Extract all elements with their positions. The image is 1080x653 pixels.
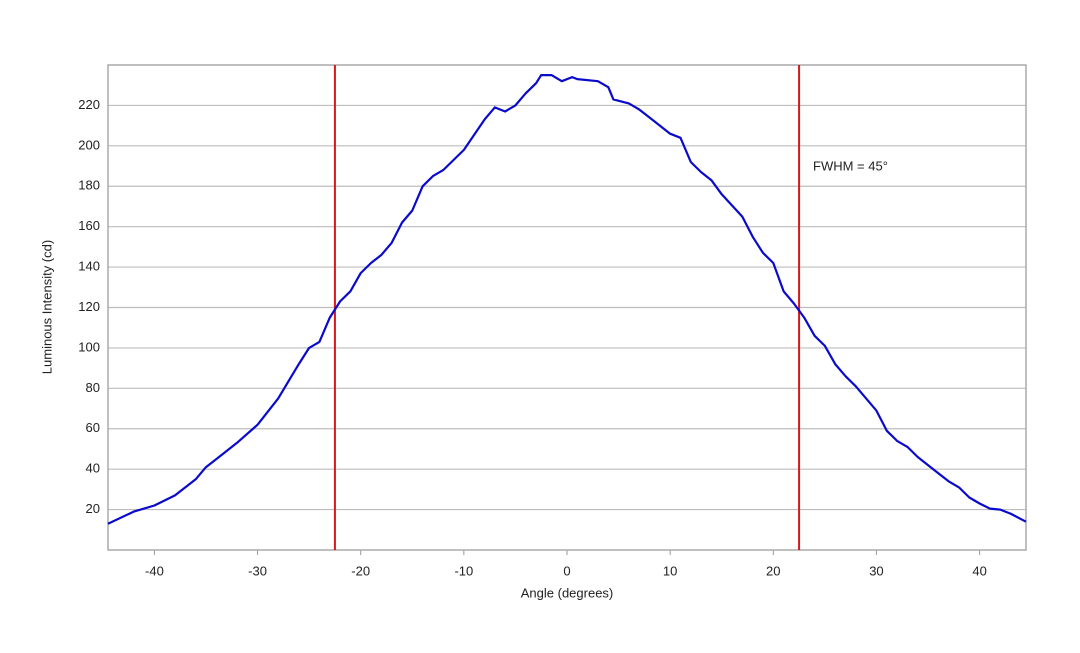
y-tick-label: 220 [78, 97, 100, 112]
plot-frame [107, 64, 1027, 551]
data-line [107, 74, 1027, 525]
y-tick-label: 180 [78, 178, 100, 193]
y-axis-label: Luminous Intensity (cd) [39, 240, 54, 374]
x-tick-label: -20 [351, 563, 370, 578]
y-tick-label: 100 [78, 339, 100, 354]
y-tick-label: 160 [78, 218, 100, 233]
x-tick-label: 30 [869, 563, 883, 578]
y-tick-label: 140 [78, 259, 100, 274]
y-tick-label: 40 [86, 461, 100, 476]
x-tick-label: -30 [248, 563, 267, 578]
x-tick-label: 0 [563, 563, 570, 578]
x-tick-label: -10 [454, 563, 473, 578]
annotation: FWHM = 45° [813, 158, 888, 173]
x-tick-label: -40 [145, 563, 164, 578]
x-tick-label: 20 [766, 563, 780, 578]
y-tick-label: 60 [86, 420, 100, 435]
x-axis-label: Angle (degrees) [521, 585, 614, 600]
y-tick-label: 200 [78, 137, 100, 152]
x-tick-label: 10 [663, 563, 677, 578]
y-tick-label: 80 [86, 380, 100, 395]
y-tick-label: 20 [86, 501, 100, 516]
x-tick-label: 40 [972, 563, 986, 578]
y-tick-label: 120 [78, 299, 100, 314]
